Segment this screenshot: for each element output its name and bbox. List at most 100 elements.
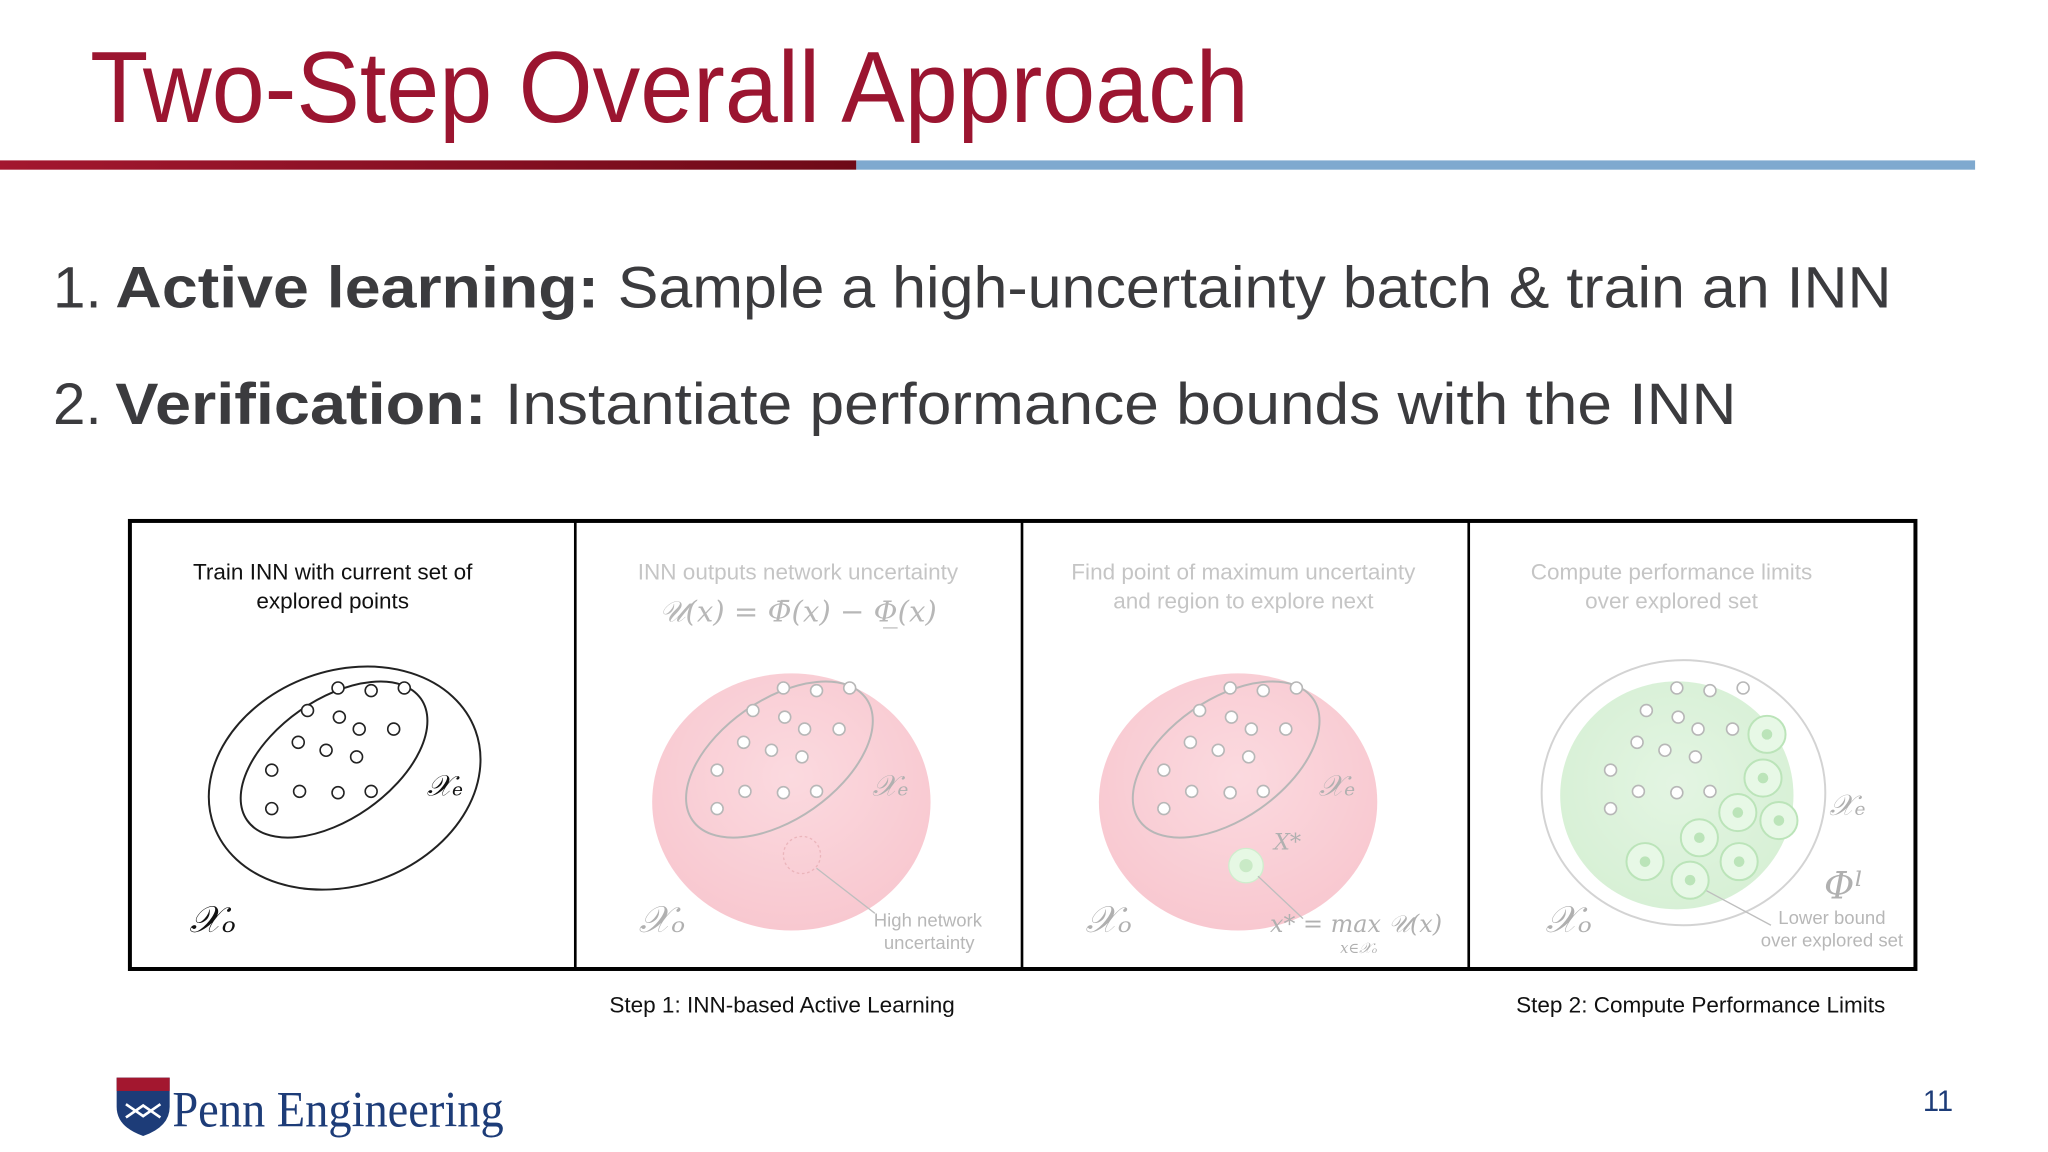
logo-chief xyxy=(116,1077,170,1091)
sample-point xyxy=(292,784,307,799)
sample-point xyxy=(1223,785,1237,800)
bound-point xyxy=(1761,729,1773,740)
max-point-region xyxy=(1228,847,1264,884)
uncertainty-region xyxy=(652,673,931,931)
bound-region xyxy=(1747,714,1787,754)
set-label: 𝒳ₑ xyxy=(1319,768,1355,802)
sample-point xyxy=(319,743,333,758)
figure: Train INN with current set of explored p… xyxy=(127,518,1918,1018)
step-list: 1. Active learning: Sample a high-uncert… xyxy=(53,256,1892,438)
sample-point xyxy=(1183,735,1198,750)
sample-point xyxy=(1671,710,1685,724)
sample-point xyxy=(832,722,846,736)
sample-point xyxy=(1244,722,1259,736)
sample-point xyxy=(331,785,345,800)
sample-point xyxy=(1603,801,1618,816)
panel-title: explored points xyxy=(256,588,409,613)
sample-point xyxy=(1192,703,1207,718)
panel-title: Train INN with current set of xyxy=(193,559,473,584)
set-label: 𝒳ₑ xyxy=(872,768,908,802)
bound-point xyxy=(1733,856,1745,867)
sample-point xyxy=(1256,784,1271,799)
panel-title: over explored set xyxy=(1585,588,1758,613)
explored-set xyxy=(239,680,429,839)
leader-line xyxy=(816,867,876,914)
set-label: 𝒳ₒ xyxy=(1086,898,1132,941)
logo: Penn Engineering xyxy=(116,1077,504,1138)
bound-region xyxy=(1718,793,1758,833)
sample-point xyxy=(1224,710,1239,724)
sample-point xyxy=(777,710,792,724)
formula: x* = max 𝒰(x) xyxy=(1270,910,1442,938)
sample-point xyxy=(1630,735,1644,750)
bound-region xyxy=(1670,860,1710,900)
bound-label: Φˡ xyxy=(1824,865,1863,908)
panel: Compute performance limits over explored… xyxy=(1531,559,1904,950)
sample-point xyxy=(1670,681,1684,695)
sample-point xyxy=(710,801,724,816)
annotation: uncertainty xyxy=(884,932,975,953)
sample-point xyxy=(364,683,378,698)
uncertainty-region xyxy=(1098,673,1378,931)
sample-point xyxy=(264,801,279,816)
sample-point xyxy=(1703,683,1717,698)
sample-point xyxy=(332,710,347,724)
formula-subscript: x∈𝒳ₒ xyxy=(1340,940,1378,957)
set-label: 𝒳ₒ xyxy=(190,898,236,941)
sample-point xyxy=(1670,785,1684,800)
slide-title: Two-Step Overall Approach xyxy=(90,32,1249,144)
panel: Find point of maximum uncertainty and re… xyxy=(1071,559,1442,957)
panel-title: Compute performance limits xyxy=(1531,559,1813,584)
set-label: 𝒳ₑ xyxy=(1829,788,1865,822)
logo-mark xyxy=(125,1103,162,1119)
panel: Train INN with current set of explored p… xyxy=(190,559,482,941)
explored-set xyxy=(685,680,874,839)
title-rule-blue xyxy=(856,160,1976,170)
bound-region xyxy=(1625,842,1665,882)
figure-caption: Step 2: Compute Performance Limits xyxy=(1516,993,1885,1018)
sample-point xyxy=(1725,722,1740,736)
explored-region xyxy=(1560,681,1794,910)
sample-point xyxy=(764,743,779,758)
sample-point xyxy=(386,722,401,736)
sample-point xyxy=(331,681,345,695)
sample-point xyxy=(809,683,824,698)
logo-text: Penn Engineering xyxy=(172,1082,503,1138)
sample-point xyxy=(1279,722,1293,736)
sample-point xyxy=(1631,784,1646,799)
sample-point xyxy=(352,722,366,736)
bound-point xyxy=(1639,856,1651,867)
sample-point xyxy=(1256,683,1271,698)
leader-line xyxy=(1257,875,1304,920)
leader-line xyxy=(1696,884,1772,926)
set-label: 𝒳ₒ xyxy=(1546,898,1592,941)
step-number: 2. xyxy=(53,372,102,437)
max-point xyxy=(1239,858,1253,873)
step-text: Instantiate performance bounds with the … xyxy=(505,372,1736,437)
sample-point xyxy=(264,763,279,777)
step-label: Active learning: xyxy=(115,256,599,321)
annotation: Lower bound xyxy=(1778,907,1885,928)
sample-point xyxy=(1223,681,1237,695)
sample-point xyxy=(1289,681,1304,695)
sample-point xyxy=(364,784,378,799)
sample-point xyxy=(1688,750,1703,764)
step-number: 1. xyxy=(53,256,102,321)
sample-point xyxy=(1639,703,1654,718)
explored-set xyxy=(1131,680,1321,839)
sample-point xyxy=(1241,750,1256,764)
point-label: X* xyxy=(1272,830,1301,856)
sample-point xyxy=(738,784,752,799)
sample-point xyxy=(1658,743,1672,758)
bound-point xyxy=(1773,815,1785,826)
sample-point xyxy=(1157,763,1171,777)
figure-caption: Step 1: INN-based Active Learning xyxy=(609,993,954,1018)
panel-title: and region to explore next xyxy=(1113,588,1374,613)
sample-point xyxy=(809,784,824,799)
sample-point xyxy=(1157,801,1171,816)
step-text: Sample a high-uncertainty batch & train … xyxy=(618,256,1892,321)
sample-point xyxy=(710,763,724,777)
bound-region xyxy=(1759,800,1799,841)
bound-point xyxy=(1732,807,1744,818)
